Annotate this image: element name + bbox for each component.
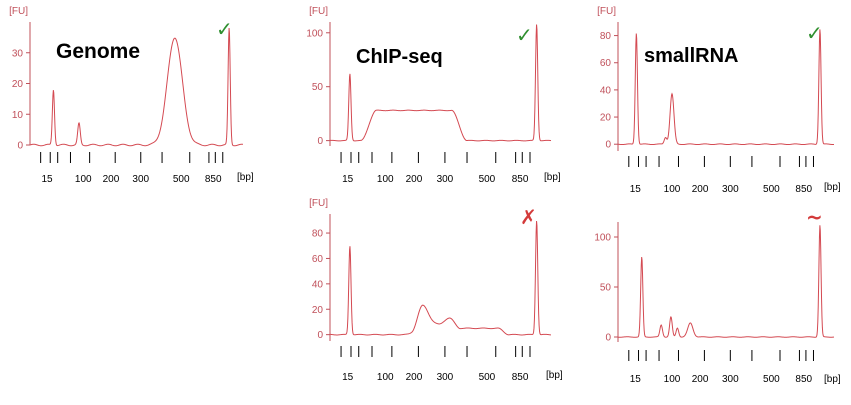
x-tick-label: 200 bbox=[692, 184, 709, 195]
y-axis-label: [FU] bbox=[309, 198, 328, 209]
y-axis-label: [FU] bbox=[9, 6, 28, 17]
y-tick-label: 50 bbox=[312, 82, 324, 93]
x-tick-label: 200 bbox=[406, 372, 423, 383]
panel-smallrna-top: 0 20 40 60 80 [FU] 15 100 200 300 500 850 [bp] smallR… bbox=[597, 6, 841, 195]
x-tick-label: 300 bbox=[722, 374, 739, 385]
panel-smallrna-bottom: 0 50 100 15 100 200 300 500 850 [bp] ~ bbox=[594, 205, 841, 385]
y-tick-label: 80 bbox=[312, 229, 324, 240]
x-tick-label: 15 bbox=[342, 372, 354, 383]
x-tick-label: 15 bbox=[630, 374, 642, 385]
x-tick-label: 500 bbox=[763, 184, 780, 195]
status-pass-icon: ✓ bbox=[806, 21, 823, 45]
x-tick-label: 500 bbox=[763, 374, 780, 385]
y-tick-label: 0 bbox=[317, 136, 323, 147]
panel-genome: 0 10 20 30 [FU] 15 100 200 300 500 850 [bp] Genome ✓ bbox=[9, 6, 254, 185]
y-tick-label: 50 bbox=[600, 283, 612, 294]
trace-line bbox=[617, 225, 835, 338]
x-axis-label: [bp] bbox=[546, 370, 563, 381]
x-tick-label: 300 bbox=[132, 174, 149, 185]
x-tick-label: 300 bbox=[437, 174, 454, 185]
x-tick-label: 100 bbox=[377, 174, 394, 185]
y-tick-label: 0 bbox=[317, 330, 323, 341]
x-axis-label: [bp] bbox=[824, 182, 841, 193]
x-tick-label: 850 bbox=[512, 372, 529, 383]
x-tick-label: 850 bbox=[795, 184, 812, 195]
y-tick-label: 20 bbox=[12, 79, 24, 90]
y-tick-label: 30 bbox=[12, 48, 24, 59]
x-tick-label: 200 bbox=[692, 374, 709, 385]
chart-title: Genome bbox=[56, 40, 140, 63]
y-tick-label: 20 bbox=[312, 305, 324, 316]
x-axis-label: [bp] bbox=[824, 374, 841, 385]
x-tick-label: 850 bbox=[512, 174, 529, 185]
trace-line bbox=[617, 29, 835, 146]
status-warning-icon: ~ bbox=[806, 205, 823, 229]
x-tick-label: 500 bbox=[479, 174, 496, 185]
y-axis-label: [FU] bbox=[309, 6, 328, 17]
y-tick-label: 40 bbox=[600, 85, 612, 96]
trace-line bbox=[29, 27, 244, 147]
y-tick-label: 0 bbox=[605, 140, 611, 151]
x-axis-label: [bp] bbox=[544, 172, 561, 183]
x-tick-label: 100 bbox=[377, 372, 394, 383]
y-tick-label: 60 bbox=[312, 254, 324, 265]
status-fail-icon: ✗ bbox=[520, 205, 537, 229]
y-tick-label: 80 bbox=[600, 31, 612, 42]
panel-chipseq-top: 0 50 100 [FU] 15 100 200 300 500 850 [bp] ChIP-seq ✓ bbox=[306, 6, 561, 185]
trace-line bbox=[329, 24, 552, 142]
y-tick-label: 0 bbox=[605, 333, 611, 344]
y-tick-label: 20 bbox=[600, 113, 612, 124]
x-tick-label: 500 bbox=[479, 372, 496, 383]
y-tick-label: 100 bbox=[594, 233, 611, 244]
x-tick-label: 100 bbox=[664, 374, 681, 385]
x-tick-label: 15 bbox=[342, 174, 354, 185]
y-tick-label: 40 bbox=[312, 279, 324, 290]
x-tick-label: 300 bbox=[437, 372, 454, 383]
x-tick-label: 300 bbox=[722, 184, 739, 195]
x-tick-label: 15 bbox=[630, 184, 642, 195]
status-pass-icon: ✓ bbox=[516, 23, 533, 47]
x-tick-label: 15 bbox=[41, 174, 53, 185]
x-tick-label: 850 bbox=[795, 374, 812, 385]
trace-line bbox=[329, 220, 552, 336]
x-axis-label: [bp] bbox=[237, 172, 254, 183]
x-tick-label: 100 bbox=[664, 184, 681, 195]
y-tick-label: 0 bbox=[17, 141, 23, 152]
y-tick-label: 10 bbox=[12, 110, 24, 121]
chart-title: ChIP-seq bbox=[356, 46, 443, 68]
x-tick-label: 850 bbox=[205, 174, 222, 185]
x-tick-label: 200 bbox=[103, 174, 120, 185]
chart-title: smallRNA bbox=[644, 45, 738, 67]
panel-chipseq-bottom: 0 20 40 60 80 [FU] 15 100 200 300 500 850 [bp] ✗ bbox=[309, 198, 563, 383]
y-axis-label: [FU] bbox=[597, 6, 616, 17]
y-tick-label: 100 bbox=[306, 28, 323, 39]
y-tick-label: 60 bbox=[600, 58, 612, 69]
x-tick-label: 100 bbox=[75, 174, 92, 185]
x-tick-label: 500 bbox=[173, 174, 190, 185]
x-tick-label: 200 bbox=[406, 174, 423, 185]
status-pass-icon: ✓ bbox=[216, 17, 233, 41]
